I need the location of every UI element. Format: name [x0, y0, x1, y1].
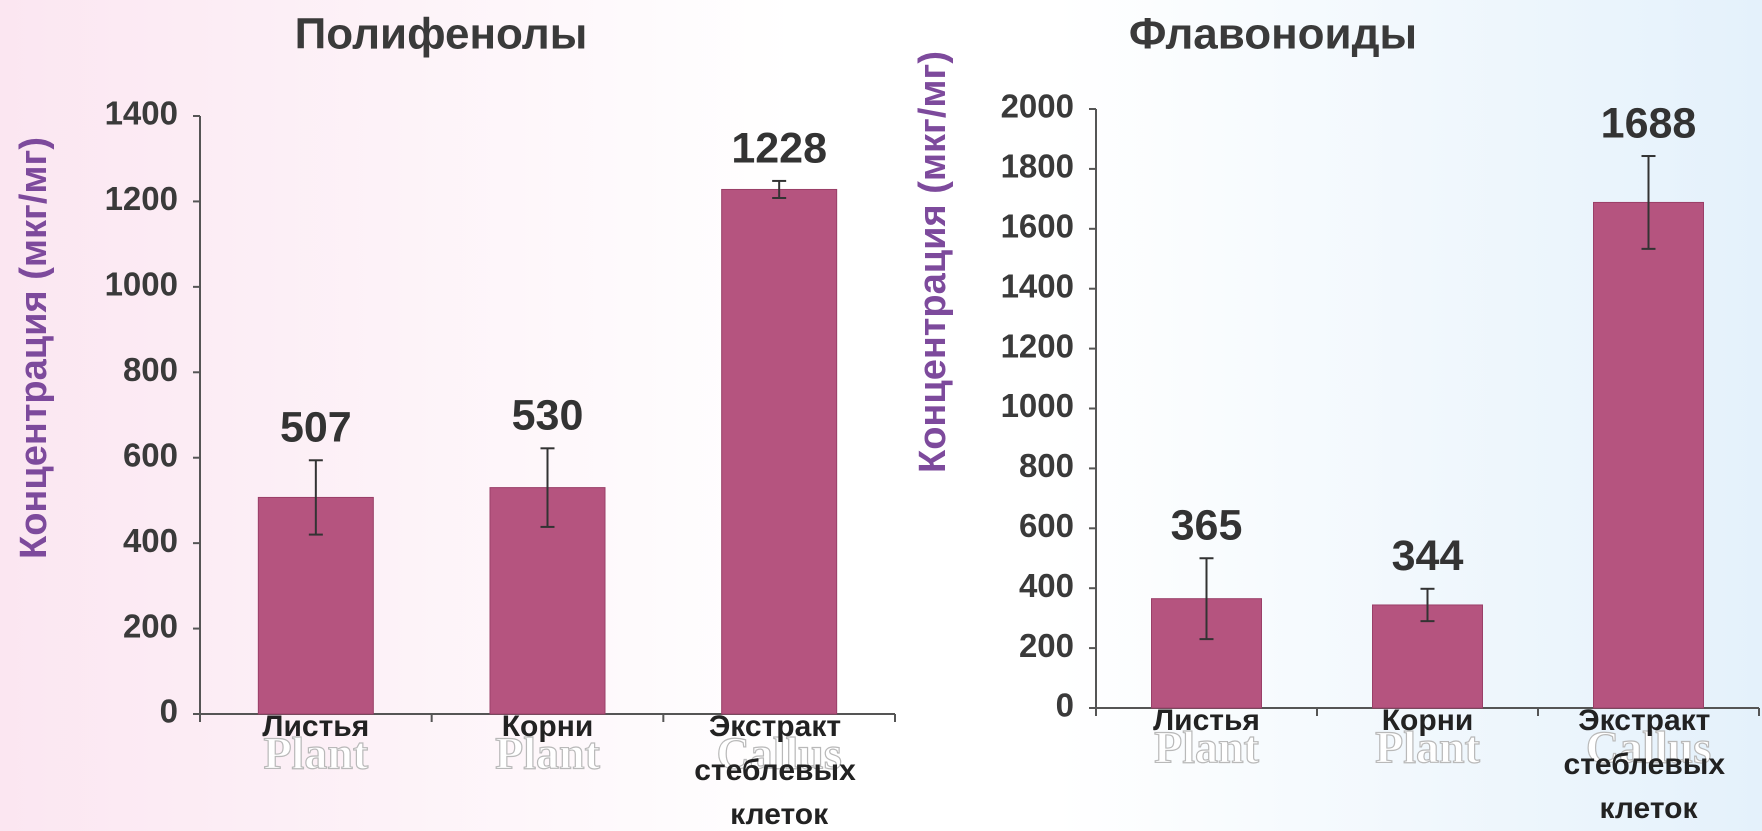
- y-tick-label: 800: [1019, 447, 1074, 484]
- y-axis-label: Концентрация (мкг/мг): [13, 137, 55, 559]
- x-tick-label: Корни: [502, 710, 594, 743]
- y-tick-label: 200: [1019, 627, 1074, 664]
- bar: [1593, 201, 1704, 709]
- ghost-label: Callus: [717, 728, 842, 779]
- x-tick-label: Экстракт стеблевых клеток: [1564, 704, 1734, 825]
- error-bar: [1420, 587, 1435, 623]
- y-tick-label: 1400: [1001, 267, 1074, 304]
- y-tick-label: 1200: [1001, 327, 1074, 364]
- ghost-label: Plant: [263, 728, 368, 779]
- y-tick-label: 1200: [105, 180, 178, 217]
- y-tick-label: 200: [123, 607, 178, 644]
- ghost-label: Plant: [1154, 722, 1259, 773]
- value-label: 1228: [731, 124, 827, 172]
- x-tick-label-line: клеток: [730, 798, 829, 831]
- ghost-label: Plant: [1375, 722, 1480, 773]
- x-tick-label-line: стеблевых: [1564, 748, 1734, 781]
- value-label: 365: [1171, 502, 1243, 550]
- x-tick-label-line: Экстракт: [1578, 704, 1718, 737]
- x-tick-label-line: стеблевых: [694, 754, 864, 787]
- value-label: 530: [512, 392, 584, 440]
- y-tick-label: 1800: [1001, 148, 1074, 185]
- error-bar: [1641, 155, 1656, 250]
- y-tick-label: 600: [1019, 507, 1074, 544]
- y-tick-label: 800: [123, 351, 178, 388]
- y-axis-label: Концентрация (мкг/мг): [912, 51, 954, 473]
- y-tick-label: 400: [1019, 567, 1074, 604]
- y-tick-label: 1000: [1001, 387, 1074, 424]
- y-tick-label: 1400: [105, 95, 178, 132]
- chart-title: Полифенолы: [295, 10, 588, 59]
- y-tick-label: 0: [1056, 687, 1074, 724]
- error-bar: [772, 179, 787, 200]
- x-tick-label: Листья: [262, 710, 369, 743]
- error-bar: [308, 459, 323, 536]
- error-bar: [1199, 557, 1214, 641]
- y-tick-label: 400: [123, 522, 178, 559]
- x-tick-label: Листья: [1153, 704, 1260, 737]
- x-tick-label: Экстракт стеблевых клеток: [694, 710, 864, 831]
- value-label: 344: [1392, 532, 1464, 580]
- ghost-label: Plant: [495, 728, 600, 779]
- value-label: 507: [280, 404, 352, 452]
- value-label: 1688: [1601, 99, 1697, 147]
- y-tick-label: 2000: [1001, 88, 1074, 125]
- x-tick-label-line: Экстракт: [709, 710, 849, 743]
- x-tick-label-line: клеток: [1600, 792, 1699, 825]
- y-tick-label: 1600: [1001, 208, 1074, 245]
- chart-title: Флавоноиды: [1129, 10, 1417, 59]
- y-tick-label: 1000: [105, 266, 178, 303]
- x-tick-label: Корни: [1382, 704, 1474, 737]
- error-bar: [540, 447, 555, 528]
- bar: [721, 188, 838, 715]
- y-tick-label: 600: [123, 436, 178, 473]
- y-tick-label: 0: [160, 693, 178, 730]
- ghost-label: Callus: [1586, 722, 1711, 773]
